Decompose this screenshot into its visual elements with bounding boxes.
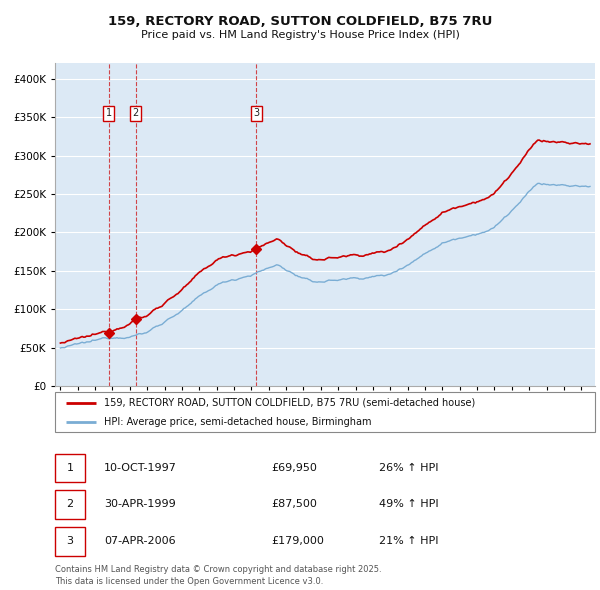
Text: HPI: Average price, semi-detached house, Birmingham: HPI: Average price, semi-detached house,…: [104, 417, 371, 427]
Text: 49% ↑ HPI: 49% ↑ HPI: [379, 500, 439, 509]
Text: 2: 2: [67, 500, 74, 509]
Text: 07-APR-2006: 07-APR-2006: [104, 536, 175, 546]
Bar: [55, 490, 85, 519]
Text: 26% ↑ HPI: 26% ↑ HPI: [379, 463, 439, 473]
Text: 3: 3: [253, 108, 259, 118]
Text: Price paid vs. HM Land Registry's House Price Index (HPI): Price paid vs. HM Land Registry's House …: [140, 30, 460, 40]
Text: 3: 3: [67, 536, 74, 546]
Text: £179,000: £179,000: [271, 536, 324, 546]
Text: 1: 1: [106, 108, 112, 118]
Text: £69,950: £69,950: [271, 463, 317, 473]
Text: £87,500: £87,500: [271, 500, 317, 509]
Text: 159, RECTORY ROAD, SUTTON COLDFIELD, B75 7RU (semi-detached house): 159, RECTORY ROAD, SUTTON COLDFIELD, B75…: [104, 398, 475, 408]
Text: 21% ↑ HPI: 21% ↑ HPI: [379, 536, 439, 546]
Bar: [55, 527, 85, 556]
Text: 30-APR-1999: 30-APR-1999: [104, 500, 176, 509]
Text: 10-OCT-1997: 10-OCT-1997: [104, 463, 176, 473]
Text: 2: 2: [133, 108, 139, 118]
Text: 1: 1: [67, 463, 74, 473]
Text: Contains HM Land Registry data © Crown copyright and database right 2025.
This d: Contains HM Land Registry data © Crown c…: [55, 565, 382, 586]
Text: 159, RECTORY ROAD, SUTTON COLDFIELD, B75 7RU: 159, RECTORY ROAD, SUTTON COLDFIELD, B75…: [108, 15, 492, 28]
Bar: [55, 454, 85, 483]
